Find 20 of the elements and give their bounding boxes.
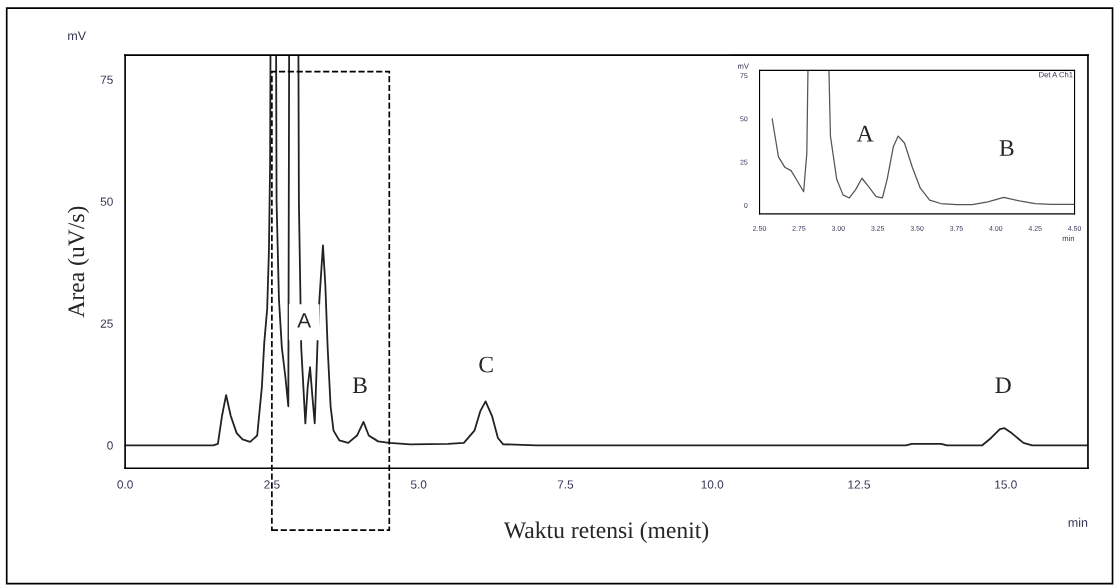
y-tick-label: 75 bbox=[100, 75, 113, 84]
x-tick-label: 12.5 bbox=[848, 480, 870, 489]
annotation: C bbox=[479, 356, 493, 373]
x-axis-title: Waktu retensi (menit) bbox=[503, 521, 709, 543]
annotation: D bbox=[995, 377, 1011, 393]
x-tick-label: 0.0 bbox=[117, 480, 133, 489]
y-axis-title: Area (uV/s) bbox=[67, 206, 90, 318]
annotation: B bbox=[352, 377, 367, 394]
text: min bbox=[1068, 517, 1088, 527]
y-tick-label: 0 bbox=[107, 441, 113, 450]
annotation: A bbox=[297, 313, 312, 328]
x-tick-label: 7.5 bbox=[557, 480, 574, 489]
y-tick-label: 25 bbox=[100, 319, 113, 328]
annotation: B bbox=[999, 140, 1014, 156]
x-tick-label: 15.0 bbox=[995, 480, 1017, 489]
y-tick-label: 50 bbox=[100, 197, 113, 206]
x-tick-label: 10.0 bbox=[701, 480, 724, 489]
annotation: A bbox=[856, 125, 874, 142]
text: mV bbox=[68, 31, 87, 41]
x-tick-label: 5.0 bbox=[410, 480, 427, 489]
